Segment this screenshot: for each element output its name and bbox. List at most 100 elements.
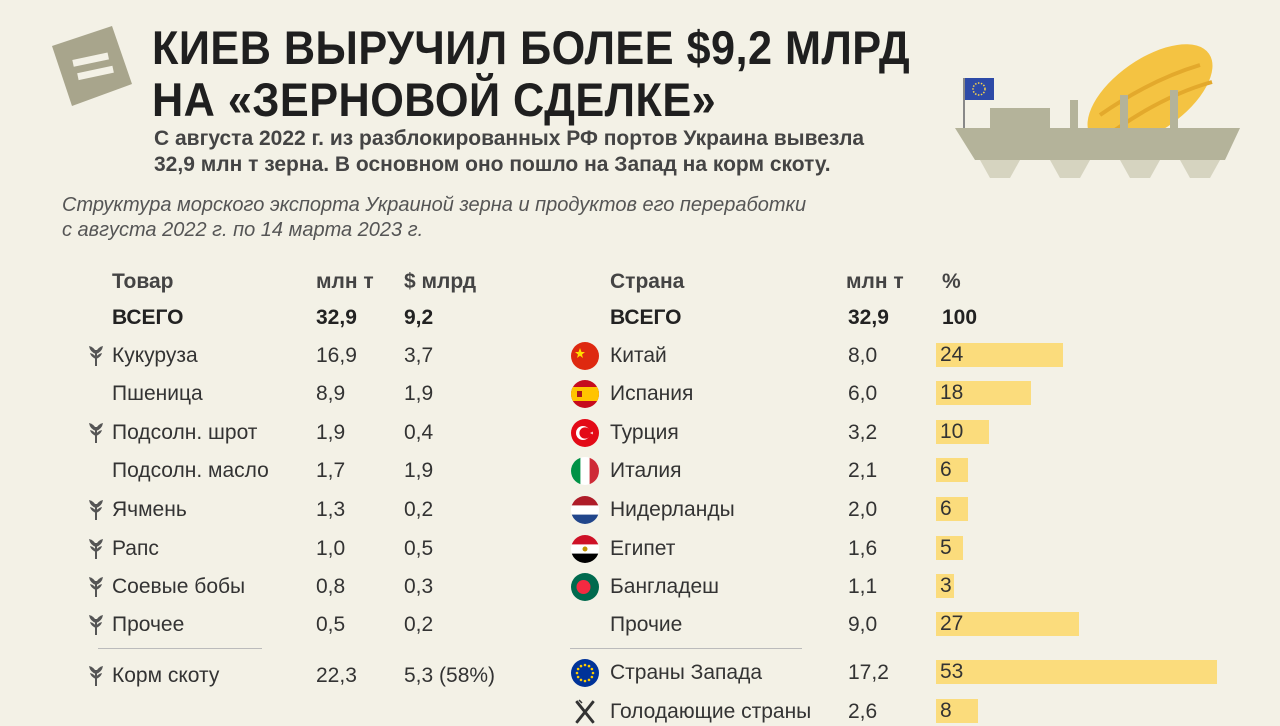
country-row-name: Нидерланды (610, 498, 735, 521)
goods-feed-tons: 22,3 (316, 664, 357, 687)
goods-row-tons: 1,7 (316, 459, 346, 482)
country-row-name: Испания (610, 382, 694, 405)
country-row-pct: 3 (940, 574, 952, 597)
goods-total-tons: 32,9 (316, 306, 357, 329)
goods-row-tons: 1,9 (316, 421, 346, 444)
goods-row-tons: 1,0 (316, 537, 346, 560)
goods-row-usd: 0,3 (404, 575, 434, 598)
goods-row-usd: 0,4 (404, 421, 434, 444)
goods-row-tons: 16,9 (316, 344, 357, 367)
title-line-1: КИЕВ ВЫРУЧИЛ БОЛЕЕ $9,2 МЛРД (152, 21, 911, 74)
goods-row-tons: 8,9 (316, 382, 346, 405)
subtitle-line-2: 32,9 млн т зерна. В основном оно пошло н… (154, 153, 831, 176)
country-row-pct: 27 (940, 612, 964, 635)
countries-header-pct: % (942, 270, 961, 293)
goods-row-usd: 3,7 (404, 344, 434, 367)
goods-row-tons: 0,8 (316, 575, 346, 598)
country-hungry-tons: 2,6 (848, 700, 878, 723)
country-hungry-pct: 8 (940, 699, 952, 722)
goods-separator (98, 648, 262, 649)
goods-feed-usd: 5,3 (58%) (404, 664, 496, 687)
country-row-name: Италия (610, 459, 682, 482)
country-row-tons: 2,1 (848, 459, 878, 482)
goods-row-name: Подсолн. масло (112, 459, 269, 482)
goods-row-tons: 0,5 (316, 613, 346, 636)
country-row-pct: 10 (940, 420, 964, 443)
eu-flag-icon (571, 659, 599, 687)
goods-row-name: Рапс (112, 537, 159, 560)
spain-flag-icon (571, 380, 599, 408)
goods-row-name: Кукуруза (112, 344, 198, 367)
country-row-pct: 6 (940, 497, 952, 520)
caption-line-2: с августа 2022 г. по 14 марта 2023 г. (62, 219, 424, 241)
turkey-flag-icon (571, 419, 599, 447)
country-row-tons: 8,0 (848, 344, 878, 367)
country-row-share-bar (936, 343, 1064, 367)
goods-total-label: ВСЕГО (112, 306, 184, 329)
countries-header-tons: млн т (846, 270, 904, 293)
countries-separator (570, 648, 802, 649)
goods-row-usd: 0,5 (404, 537, 434, 560)
goods-row-usd: 0,2 (404, 613, 434, 636)
table-caption: Структура морского экспорта Украиной зер… (62, 193, 882, 243)
country-row-share-bar (936, 420, 989, 444)
goods-row-usd: 1,9 (404, 382, 434, 405)
wheat-icon (86, 537, 106, 559)
wheat-icon (86, 664, 106, 686)
italy-flag-icon (571, 457, 599, 485)
countries-header-name: Страна (610, 270, 685, 293)
country-row-share-bar (936, 574, 954, 598)
country-row-share-bar (936, 497, 968, 521)
goods-header-name: Товар (112, 270, 174, 293)
country-row-name: Турция (610, 421, 679, 444)
country-row-name: Китай (610, 344, 667, 367)
goods-row-usd: 0,2 (404, 498, 434, 521)
country-row-name: Египет (610, 537, 676, 560)
goods-feed-name: Корм скоту (112, 664, 220, 687)
country-row-pct: 18 (940, 381, 964, 404)
country-row-share-bar (936, 612, 1080, 636)
wheat-icon (86, 421, 106, 443)
goods-row-name: Подсолн. шрот (112, 421, 258, 444)
country-row-tons: 3,2 (848, 421, 878, 444)
title-line-2: НА «ЗЕРНОВОЙ СДЕЛКЕ» (152, 73, 717, 126)
logo-equals-icon (52, 26, 132, 106)
country-west-tons: 17,2 (848, 661, 889, 684)
goods-row-tons: 1,3 (316, 498, 346, 521)
goods-row-name: Ячмень (112, 498, 187, 521)
goods-row-name: Пшеница (112, 382, 203, 405)
country-row-share-bar (936, 381, 1032, 405)
netherlands-flag-icon (571, 496, 599, 524)
cargo-ship-illustration (955, 44, 1240, 178)
goods-header-usd: $ млрд (404, 270, 477, 293)
country-west-pct: 53 (940, 660, 964, 683)
page-title: КИЕВ ВЫРУЧИЛ БОЛЕЕ $9,2 МЛРД НА «ЗЕРНОВО… (152, 22, 910, 126)
country-row-tons: 6,0 (848, 382, 878, 405)
egypt-flag-icon (571, 535, 599, 563)
countries-total-pct: 100 (942, 306, 978, 329)
wheat-icon (86, 575, 106, 597)
country-row-tons: 9,0 (848, 613, 878, 636)
goods-row-name: Прочее (112, 613, 185, 636)
country-west-name: Страны Запада (610, 661, 763, 684)
goods-row-usd: 1,9 (404, 459, 434, 482)
bangladesh-flag-icon (571, 573, 599, 601)
subtitle-line-1: С августа 2022 г. из разблокированных РФ… (154, 127, 865, 150)
country-row-pct: 24 (940, 343, 964, 366)
country-row-name: Бангладеш (610, 575, 719, 598)
goods-header-tons: млн т (316, 270, 374, 293)
china-flag-icon (571, 342, 599, 370)
eu-flag-on-ship-icon (964, 78, 994, 100)
country-row-pct: 6 (940, 458, 952, 481)
wheat-icon (86, 498, 106, 520)
country-hungry-share-bar (936, 699, 979, 723)
subtitle: С августа 2022 г. из разблокированных РФ… (154, 126, 914, 178)
goods-row-name: Соевые бобы (112, 575, 246, 598)
country-row-name: Прочие (610, 613, 683, 636)
wheat-icon (86, 613, 106, 635)
countries-total-tons: 32,9 (848, 306, 889, 329)
country-row-share-bar (936, 458, 968, 482)
country-row-tons: 1,1 (848, 575, 878, 598)
country-row-tons: 1,6 (848, 537, 878, 560)
wheat-icon (86, 344, 106, 366)
